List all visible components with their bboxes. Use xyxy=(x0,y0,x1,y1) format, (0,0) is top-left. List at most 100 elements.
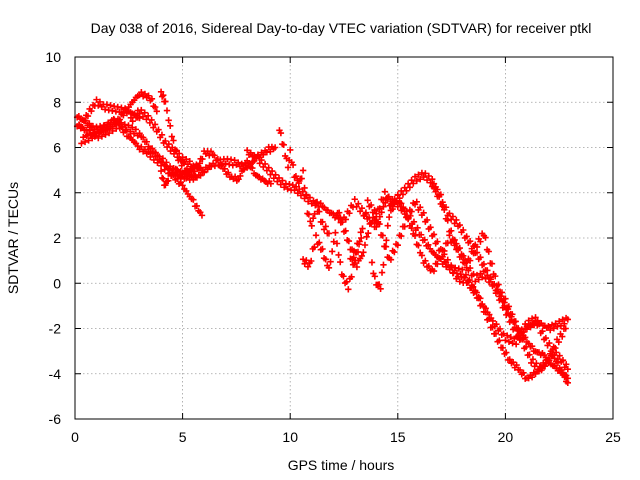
data-point xyxy=(496,337,503,344)
data-point xyxy=(207,148,215,155)
data-point xyxy=(515,327,523,335)
data-points-layer xyxy=(73,88,572,386)
data-point xyxy=(434,260,441,268)
data-point xyxy=(193,202,201,210)
data-point xyxy=(513,361,520,369)
data-point xyxy=(271,144,279,151)
data-point xyxy=(319,245,326,253)
data-point xyxy=(267,180,275,187)
data-point xyxy=(505,303,513,310)
data-point xyxy=(444,217,451,224)
data-point xyxy=(451,267,458,274)
data-point xyxy=(284,164,292,171)
data-point xyxy=(92,132,99,140)
data-point xyxy=(292,172,300,180)
data-point xyxy=(90,129,98,136)
data-point xyxy=(123,126,130,134)
data-point xyxy=(441,247,448,255)
data-point xyxy=(463,264,470,271)
data-point xyxy=(550,325,558,332)
data-point xyxy=(162,137,169,145)
data-point xyxy=(309,214,317,222)
data-point xyxy=(128,124,136,131)
data-point xyxy=(311,243,318,251)
data-point xyxy=(163,107,171,114)
data-point xyxy=(299,188,306,195)
data-point xyxy=(529,356,537,363)
data-point xyxy=(416,204,424,211)
data-point xyxy=(562,325,569,332)
data-point xyxy=(394,242,401,249)
data-point xyxy=(430,267,438,275)
data-point xyxy=(482,308,489,316)
data-point xyxy=(456,278,463,285)
data-point xyxy=(308,222,315,230)
data-point xyxy=(299,167,307,174)
data-point xyxy=(505,338,513,345)
data-point xyxy=(181,175,188,182)
data-point xyxy=(258,156,265,164)
data-point xyxy=(86,120,93,127)
data-point xyxy=(355,200,362,207)
data-point xyxy=(132,126,140,133)
data-point xyxy=(325,264,333,271)
data-point xyxy=(148,116,155,124)
data-point xyxy=(165,140,173,148)
data-point xyxy=(279,177,286,184)
data-point xyxy=(125,122,132,129)
data-point xyxy=(394,192,401,199)
data-point xyxy=(475,294,482,301)
data-point xyxy=(295,179,303,187)
data-point xyxy=(384,193,392,201)
data-point xyxy=(554,323,561,330)
data-point xyxy=(277,181,284,188)
data-point xyxy=(307,257,315,265)
data-point xyxy=(141,146,149,153)
data-point xyxy=(527,321,534,328)
data-point xyxy=(139,113,147,120)
data-point xyxy=(482,234,489,241)
data-point xyxy=(423,216,431,224)
data-point xyxy=(512,318,519,325)
data-point xyxy=(399,191,407,198)
data-point xyxy=(437,191,445,198)
data-point xyxy=(429,175,436,183)
data-point xyxy=(470,270,477,278)
data-point xyxy=(160,91,167,99)
data-point xyxy=(526,351,533,358)
data-point xyxy=(129,118,136,125)
x-tick-label: 5 xyxy=(179,429,187,445)
y-tick-label: 10 xyxy=(45,49,61,65)
data-point xyxy=(434,186,441,193)
data-point xyxy=(180,159,187,167)
data-point xyxy=(153,108,160,115)
data-point xyxy=(147,153,154,161)
data-point xyxy=(150,156,158,164)
data-point xyxy=(434,238,441,245)
data-point xyxy=(552,349,560,356)
data-point xyxy=(506,356,513,363)
data-point xyxy=(358,234,365,242)
data-point xyxy=(361,241,369,249)
data-point xyxy=(421,236,428,243)
data-point xyxy=(502,337,509,344)
data-point xyxy=(151,121,159,128)
data-point xyxy=(296,185,303,193)
data-point xyxy=(340,273,347,280)
data-point xyxy=(356,238,363,245)
data-point xyxy=(342,227,349,235)
data-point xyxy=(447,227,455,234)
data-point xyxy=(441,204,448,211)
data-point xyxy=(364,197,371,204)
data-point xyxy=(200,168,208,175)
data-point xyxy=(408,208,415,215)
data-point xyxy=(85,137,92,144)
data-point xyxy=(362,209,370,216)
data-point xyxy=(196,160,204,167)
data-point xyxy=(304,210,311,217)
data-point xyxy=(260,151,267,158)
data-point xyxy=(184,173,191,180)
data-point xyxy=(444,256,451,263)
data-point xyxy=(380,203,387,210)
data-point xyxy=(371,273,379,280)
